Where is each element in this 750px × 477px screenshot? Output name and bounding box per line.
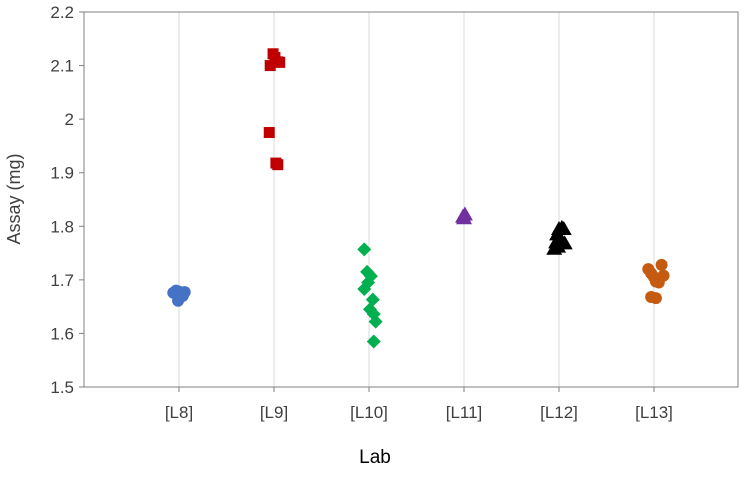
x-tick-label: [L9] <box>260 403 288 422</box>
data-point <box>366 334 381 349</box>
series-4 <box>455 206 473 225</box>
y-tick-label: 2.2 <box>50 3 74 22</box>
data-point <box>657 269 670 282</box>
data-point <box>456 210 472 225</box>
y-tick-label: 1.7 <box>50 271 74 290</box>
data-point <box>357 242 372 257</box>
data-point <box>368 314 383 329</box>
series-6 <box>642 258 670 305</box>
y-tick-label: 1.9 <box>50 164 74 183</box>
x-axis-title: Lab <box>359 447 391 468</box>
data-points <box>167 48 670 349</box>
data-point <box>272 159 284 171</box>
series-3 <box>357 242 383 349</box>
series-2 <box>263 48 286 171</box>
data-point <box>172 294 185 307</box>
plot-area-border <box>83 11 739 388</box>
data-point <box>550 238 567 253</box>
data-point <box>264 60 276 72</box>
x-tick-label: [L11] <box>446 403 483 422</box>
y-tick-label: 1.8 <box>50 217 74 236</box>
y-tick-label: 1.6 <box>50 324 74 343</box>
y-tick-label: 2.1 <box>50 57 74 76</box>
x-tick-label: [L8] <box>165 403 193 422</box>
y-tick-label: 1.5 <box>50 378 74 397</box>
y-tick-label: 2 <box>65 110 74 129</box>
gridlines <box>178 12 655 392</box>
series-5 <box>546 219 573 255</box>
x-tick-labels: [L8] [L9] [L10] [L11] [L12] [L13] <box>165 403 673 422</box>
x-tick-label: [L13] <box>635 403 673 422</box>
y-axis-title: Assay (mg) <box>4 153 24 244</box>
x-tick-label: [L10] <box>350 403 388 422</box>
data-point <box>655 258 668 271</box>
y-tick-labels: 1.5 1.6 1.7 1.8 1.9 2 2.1 2.2 <box>50 3 84 397</box>
data-point <box>555 220 572 235</box>
data-point <box>649 292 662 305</box>
series-1 <box>167 284 191 307</box>
data-point <box>357 281 372 296</box>
x-tick-label: [L12] <box>540 403 578 422</box>
data-point <box>263 127 275 139</box>
data-point <box>274 56 286 68</box>
